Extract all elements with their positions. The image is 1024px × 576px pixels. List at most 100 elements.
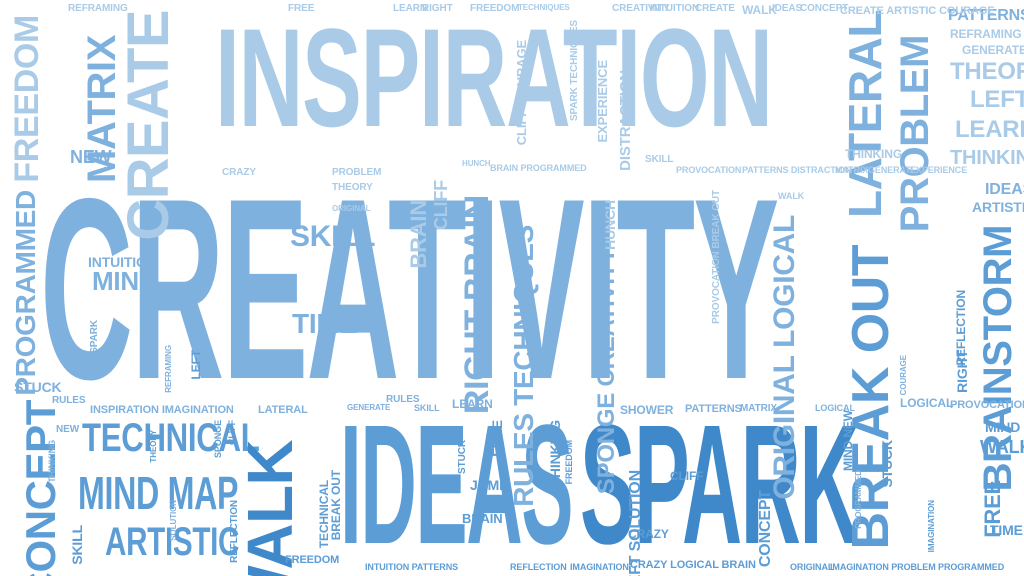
word-experience-small: EXPERIENCE: [910, 165, 968, 175]
word-left-vertical: LEFT: [189, 350, 203, 380]
word-original-bottom: ORIGINAL: [790, 562, 834, 572]
word-stuck-vertical: STUCK: [457, 440, 468, 474]
word-cliff-small: CLIFF: [670, 469, 704, 483]
word-patterns-distraction: PATTERNS DISTRACTION: [742, 165, 852, 175]
word-generate-small: GENERATE: [868, 165, 917, 175]
word-technical: TECHNICAL: [82, 416, 260, 460]
word-provocation-right: PROVOCATION: [950, 399, 1024, 411]
word-ideas-right: IDEAS: [985, 181, 1024, 198]
word-mind-right: MIND: [985, 419, 1021, 435]
word-concept-vertical-small: CONCEPT: [757, 490, 774, 568]
word-provocation-break-out: PROVOCATION BREAK OUT: [711, 190, 722, 324]
word-matrix-mid: MATRIX: [740, 403, 777, 414]
word-distraction: DISTRACTION: [617, 70, 634, 171]
word-right-small: RIGHT: [422, 3, 453, 14]
word-thinking-small: THINKING: [845, 147, 903, 161]
word-provocation: PROVOCATION: [676, 165, 742, 175]
word-new-small: NEW: [56, 424, 80, 435]
word-experience: EXPERIENCE: [595, 60, 610, 143]
word-concept-small: CONCEPT: [800, 3, 849, 14]
word-lateral-vertical: LATERAL: [839, 10, 891, 219]
word-learn-mid: LEARN: [452, 397, 493, 411]
word-stuck-vertical-right: STUCK: [879, 440, 895, 488]
word-original: ORIGINAL: [332, 204, 371, 213]
word-creativity-small: CREATIVITY: [612, 3, 670, 14]
word-new: NEW: [70, 147, 112, 167]
word-generate-mid: GENERATE: [347, 403, 391, 412]
word-artistic: ARTISTIC: [105, 520, 240, 564]
word-thinking-vertical: THINKING: [547, 420, 563, 487]
word-crazy-small: CRAZY: [628, 527, 669, 541]
word-create-artistic-courage: CREATE ARTISTIC COURAGE: [840, 5, 995, 17]
word-thinking: THINKING: [950, 147, 1024, 169]
word-skill-small: SKILL: [645, 154, 674, 165]
word-freedom-vertical: FREEDOM: [8, 15, 46, 183]
word-rules-techniques-vertical: RULES TECHNIQUES: [508, 225, 539, 507]
word-programmed-vertical-small: PROGRAMMED: [854, 470, 863, 529]
word-intuition-small: INTUITION: [650, 3, 700, 14]
word-create-vertical: CREATE: [116, 10, 181, 241]
word-cliff-vertical: CLIFF: [431, 180, 451, 231]
word-cliff-courage: CLIFF COURAGE: [514, 40, 529, 146]
word-crazy: CRAZY: [222, 167, 256, 178]
word-walk-small: WALK: [742, 3, 777, 17]
word-imagination-bottom: IMAGINATION: [570, 562, 629, 572]
word-stuck: STUCK: [14, 379, 62, 395]
word-reframing: REFRAMING: [68, 3, 128, 14]
word-time-right: TIME: [990, 522, 1023, 538]
word-problem-vertical: PROBLEM: [893, 35, 937, 233]
word-free: FREE: [288, 3, 315, 14]
word-sponge-vertical: SPONGE: [213, 420, 223, 458]
word-brain-vertical: BRAIN: [406, 200, 431, 269]
word-skill-mid: SKILL: [414, 403, 440, 413]
word-creativity: CREATIVITY: [40, 144, 779, 433]
word-mind-map: MIND MAP: [78, 467, 239, 519]
word-hunch: HUNCH: [462, 159, 491, 168]
word-spark-techniques: SPARK TECHNIQUES: [569, 20, 580, 122]
word-courage-vertical: COURAGE: [899, 355, 908, 396]
word-sponge-creativity-vertical: SPONGE CREATIVITY: [593, 248, 620, 495]
word-learn: LEARN: [955, 116, 1024, 143]
word-theory-small: THEORY: [332, 182, 373, 193]
word-intuition: INTUITION: [88, 254, 157, 270]
word-logical-mid: LOGICAL: [815, 403, 855, 413]
word-generate: GENERATE: [962, 43, 1024, 57]
word-spark-vertical: SPARK: [89, 320, 100, 354]
word-problem-small: PROBLEM: [332, 167, 382, 178]
word-original-logical-vertical: ORIGINAL LOGICAL: [768, 215, 801, 500]
word-matrix-small: MATRIX: [835, 165, 869, 175]
word-create-small: CREATE: [695, 3, 735, 14]
word-skill-vertical: SKILL: [69, 525, 85, 565]
word-techniques-small: TECHNIQUES: [518, 3, 570, 12]
word-crazy-logical-brain: CRAZY LOGICAL BRAIN: [630, 559, 756, 571]
word-rules-mid: RULES: [386, 394, 420, 405]
word-time: TIME: [292, 308, 358, 339]
word-artistic-right: ARTISTIC: [972, 199, 1024, 215]
word-free-vertical: FREE: [489, 420, 505, 457]
word-learn-small: LEARN: [393, 3, 427, 14]
word-reflection-right-vertical: REFLECTION: [954, 290, 968, 366]
word-brain-programmed: BRAIN PROGRAMMED: [490, 163, 587, 173]
word-ideas-small: IDEAS: [772, 3, 803, 14]
word-thinking-vertical-small: THINKING: [47, 440, 57, 483]
word-lateral-small: LATERAL: [258, 404, 308, 416]
word-spark: SPARK: [580, 390, 860, 576]
word-patterns-mid: PATTERNS: [685, 403, 742, 415]
word-theory-vertical: THEORY: [149, 430, 158, 463]
word-freedom-vertical-small: FREEDOM: [564, 440, 574, 485]
word-hunch-vertical: HUNCH: [602, 200, 618, 250]
word-jump: JUMP: [470, 477, 509, 493]
word-ideas: IDEAS: [340, 390, 573, 576]
word-cliff-vertical-small: CLIFF: [227, 420, 237, 446]
word-freedom-small: FREEDOM: [470, 3, 520, 14]
word-mind: MIND: [92, 266, 158, 296]
word-logical-right: LOGICAL: [900, 396, 954, 410]
word-imagination-problem-programmed: IMAGINATION PROBLEM PROGRAMMED: [830, 562, 1005, 572]
word-reflection-vertical: REFLECTION: [229, 500, 240, 563]
word-skill: SKILL: [290, 220, 376, 253]
word-reframing-right: REFRAMING: [950, 27, 1022, 41]
word-patterns: PATTERNS: [948, 7, 1024, 24]
word-right-brain-vertical: RIGHT BRAIN: [458, 195, 496, 415]
word-walk-right: WALK: [980, 437, 1024, 457]
